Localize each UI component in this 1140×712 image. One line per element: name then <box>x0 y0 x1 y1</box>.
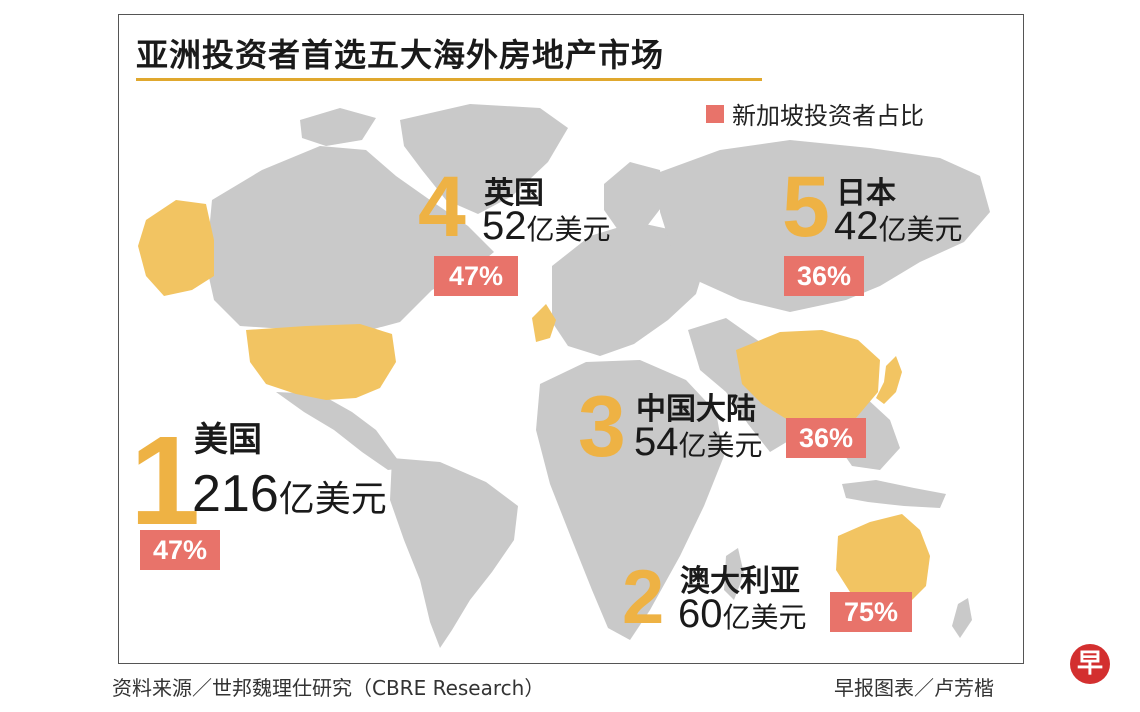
market-1-value: 216 <box>192 465 279 523</box>
japan-highlight <box>876 356 902 404</box>
market-3-amount: 54亿美元 <box>634 420 763 465</box>
market-5-name: 日本 <box>836 176 896 211</box>
scandinavia-landmass <box>604 162 664 230</box>
zaobao-logo: 早 <box>1070 644 1110 684</box>
legend-label: 新加坡投资者占比 <box>732 102 924 130</box>
market-1-share-badge: 47% <box>140 530 220 570</box>
rank-5-number: 5 <box>782 159 830 255</box>
infographic-title: 亚洲投资者首选五大海外房地产市场 <box>136 36 665 74</box>
graphic-credit: 早报图表／卢芳楷 <box>834 676 994 700</box>
australia-highlight <box>836 514 930 604</box>
market-4-unit: 亿美元 <box>526 213 611 246</box>
market-3-value: 54 <box>634 420 679 464</box>
market-2-name: 澳大利亚 <box>680 564 800 599</box>
europe-landmass <box>552 222 706 356</box>
uk-highlight <box>532 304 556 342</box>
market-3-unit: 亿美元 <box>678 429 763 462</box>
market-1-unit: 亿美元 <box>278 479 387 520</box>
market-2-amount: 60亿美元 <box>678 592 807 637</box>
market-2-value: 60 <box>678 592 723 636</box>
china-highlight <box>736 330 880 428</box>
source-note: 资料来源／世邦魏理仕研究（CBRE Research） <box>112 676 545 700</box>
south-america-landmass <box>390 458 518 648</box>
legend: 新加坡投资者占比 <box>706 96 924 131</box>
title-underline <box>136 78 762 81</box>
central-america-landmass <box>276 392 404 470</box>
alaska-highlight <box>138 200 214 296</box>
market-4-value: 52 <box>482 204 527 248</box>
market-1-name: 美国 <box>194 420 262 460</box>
market-4-name: 英国 <box>484 176 544 211</box>
legend-swatch <box>706 104 724 123</box>
russia-landmass <box>660 140 990 312</box>
rank-4-number: 4 <box>418 159 466 255</box>
greenland-landmass <box>400 104 568 214</box>
market-5-value: 42 <box>834 204 879 248</box>
arctic-islands <box>300 108 376 146</box>
market-3-name: 中国大陆 <box>636 392 756 427</box>
rank-2-number: 2 <box>622 555 665 640</box>
indonesia-islands <box>842 480 946 508</box>
rank-1-number: 1 <box>130 410 201 551</box>
africa-landmass <box>536 360 724 640</box>
rank-3-number: 3 <box>578 379 626 475</box>
canada-landmass <box>206 146 494 330</box>
market-4-amount: 52亿美元 <box>482 204 611 249</box>
new-zealand-landmass <box>952 598 972 638</box>
madagascar-landmass <box>724 548 744 600</box>
market-5-amount: 42亿美元 <box>834 204 963 249</box>
market-2-share-badge: 75% <box>830 592 912 632</box>
market-5-share-badge: 36% <box>784 256 864 296</box>
market-5-unit: 亿美元 <box>878 213 963 246</box>
market-2-unit: 亿美元 <box>722 601 807 634</box>
market-3-share-badge: 36% <box>786 418 866 458</box>
market-4-share-badge: 47% <box>434 256 518 296</box>
market-1-amount: 216亿美元 <box>192 464 387 524</box>
usa-highlight <box>246 324 396 400</box>
